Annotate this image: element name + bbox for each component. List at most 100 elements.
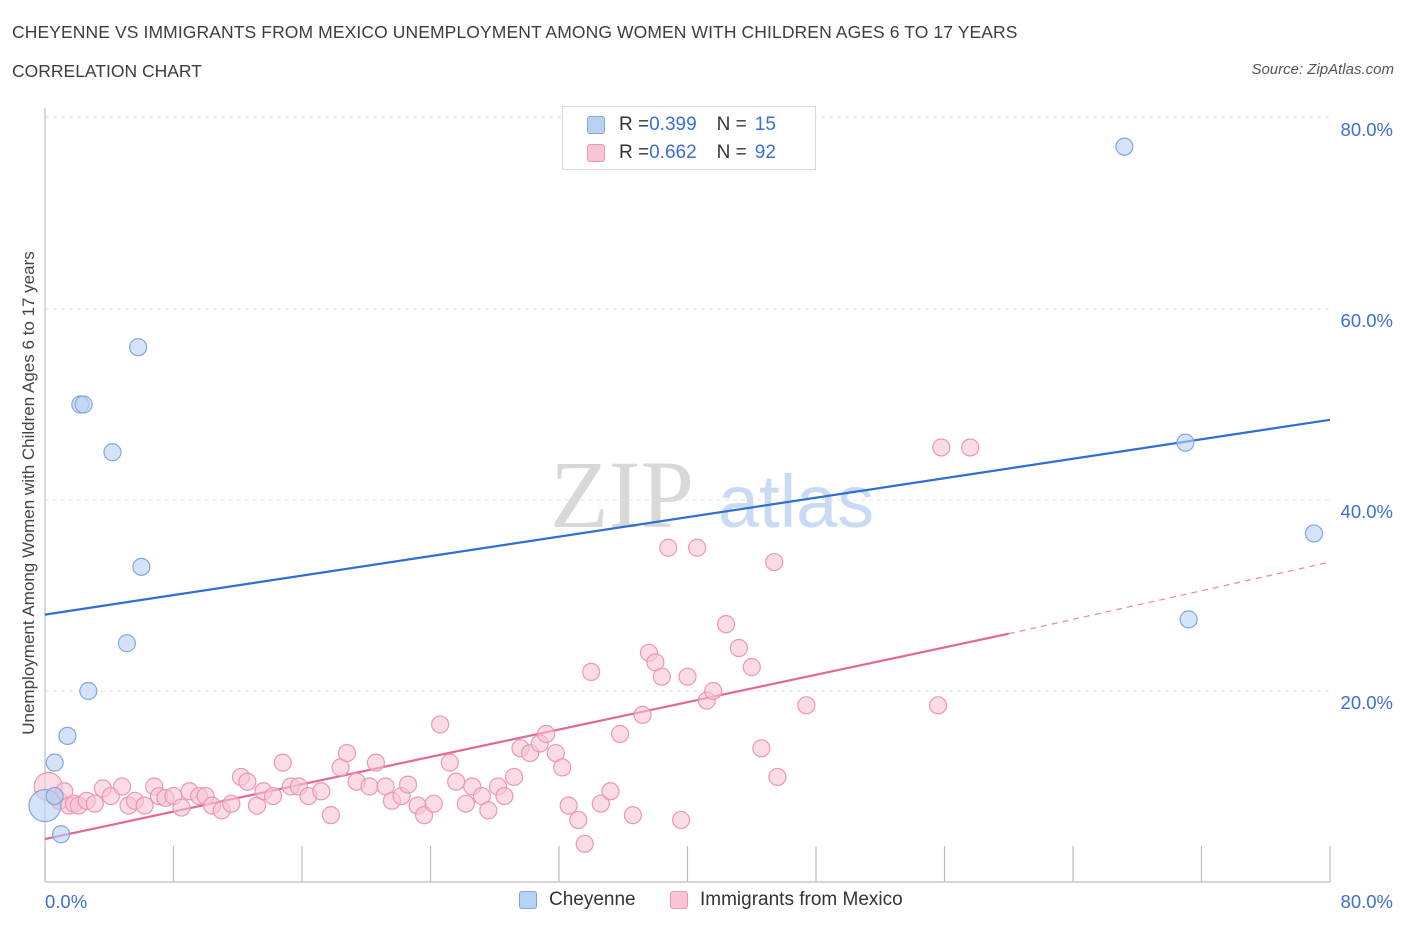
point-mexico bbox=[623, 806, 642, 825]
point-cheyenne bbox=[51, 825, 71, 844]
n-label: N = bbox=[716, 142, 747, 163]
point-mexico bbox=[273, 753, 292, 772]
point-cheyenne bbox=[1179, 610, 1198, 629]
point-mexico bbox=[440, 753, 459, 772]
point-mexico bbox=[553, 758, 572, 777]
point-mexico bbox=[797, 696, 816, 715]
point-mexico bbox=[537, 724, 556, 744]
data-points bbox=[28, 137, 1324, 853]
x-tick-label: 80.0% bbox=[1341, 891, 1393, 912]
point-mexico bbox=[85, 794, 104, 813]
point-mexico bbox=[360, 777, 379, 796]
point-mexico bbox=[575, 834, 594, 853]
trend-line-cheyenne bbox=[44, 418, 1331, 616]
point-mexico bbox=[456, 794, 475, 813]
point-mexico bbox=[768, 767, 787, 787]
point-mexico bbox=[447, 772, 466, 791]
chart-subtitle: CORRELATION CHART bbox=[12, 61, 202, 81]
n-label: N = bbox=[716, 114, 747, 135]
point-mexico bbox=[172, 798, 191, 817]
point-mexico bbox=[366, 753, 385, 772]
point-mexico bbox=[932, 438, 951, 457]
y-tick-label: 60.0% bbox=[1341, 310, 1393, 331]
point-mexico bbox=[312, 782, 331, 801]
gridlines bbox=[45, 115, 1330, 692]
r-value: 0.662 bbox=[649, 142, 697, 163]
point-mexico bbox=[652, 667, 671, 686]
point-mexico bbox=[688, 538, 707, 557]
watermark: ZIP atlas bbox=[550, 441, 874, 548]
point-cheyenne bbox=[117, 634, 137, 653]
point-mexico bbox=[678, 667, 697, 686]
point-mexico bbox=[495, 786, 514, 806]
point-mexico bbox=[961, 438, 980, 457]
n-value: 15 bbox=[754, 114, 776, 135]
point-cheyenne bbox=[45, 753, 64, 772]
point-cheyenne bbox=[74, 395, 93, 414]
point-cheyenne bbox=[132, 557, 151, 576]
point-mexico bbox=[610, 724, 630, 744]
y-tick-label: 80.0% bbox=[1341, 119, 1393, 140]
series-legend: Cheyenne Immigrants from Mexico bbox=[0, 889, 1406, 915]
y-axis-label: Unemployment Among Women with Children A… bbox=[19, 251, 38, 735]
point-cheyenne bbox=[129, 338, 148, 357]
point-mexico bbox=[337, 743, 357, 763]
point-cheyenne bbox=[1115, 137, 1134, 156]
x-tick-label: 0.0% bbox=[45, 891, 87, 912]
chart-title: CHEYENNE VS IMMIGRANTS FROM MEXICO UNEMP… bbox=[12, 22, 1018, 42]
cheyenne-swatch bbox=[587, 116, 605, 134]
trend-extension-mexico bbox=[1008, 561, 1331, 635]
point-mexico bbox=[504, 767, 524, 787]
point-mexico bbox=[398, 775, 418, 794]
point-mexico bbox=[112, 777, 132, 796]
point-mexico bbox=[479, 801, 498, 820]
point-mexico bbox=[424, 794, 443, 813]
point-mexico bbox=[582, 662, 601, 682]
legend-item-cheyenne[interactable]: Cheyenne bbox=[519, 889, 636, 911]
point-mexico bbox=[591, 794, 610, 813]
point-cheyenne bbox=[103, 443, 122, 462]
y-tick-label: 40.0% bbox=[1341, 501, 1393, 522]
tick-labels: 20.0% 40.0% 60.0% 80.0% 0.0% 80.0% bbox=[45, 119, 1393, 912]
point-mexico bbox=[704, 681, 723, 701]
axes bbox=[44, 108, 1331, 883]
mexico-swatch bbox=[670, 891, 688, 909]
point-mexico bbox=[559, 796, 578, 815]
r-label: R = bbox=[619, 114, 650, 135]
point-mexico bbox=[263, 786, 283, 806]
legend-item-mexico[interactable]: Immigrants from Mexico bbox=[670, 889, 903, 911]
r-label: R = bbox=[619, 142, 650, 163]
point-mexico bbox=[765, 552, 784, 572]
point-cheyenne bbox=[1304, 524, 1324, 543]
point-mexico bbox=[321, 806, 341, 825]
cheyenne-swatch bbox=[519, 891, 537, 909]
point-mexico bbox=[742, 658, 761, 677]
point-mexico bbox=[569, 810, 588, 830]
point-mexico bbox=[729, 638, 749, 658]
source-label: Source: ZipAtlas.com bbox=[1251, 61, 1394, 78]
point-cheyenne bbox=[45, 786, 64, 806]
r-value: 0.399 bbox=[649, 114, 697, 135]
point-mexico bbox=[222, 794, 241, 813]
point-mexico bbox=[135, 796, 154, 815]
point-mexico bbox=[431, 715, 450, 734]
point-cheyenne bbox=[58, 726, 77, 745]
point-mexico bbox=[928, 696, 948, 715]
point-mexico bbox=[752, 739, 771, 758]
n-value: 92 bbox=[754, 142, 776, 163]
point-mexico bbox=[659, 538, 678, 557]
legend-label-mexico: Immigrants from Mexico bbox=[700, 889, 903, 910]
point-mexico bbox=[671, 810, 691, 830]
point-mexico bbox=[716, 615, 736, 634]
mexico-swatch bbox=[587, 144, 605, 162]
point-mexico bbox=[633, 705, 652, 724]
legend-label-cheyenne: Cheyenne bbox=[549, 889, 636, 910]
point-cheyenne bbox=[1176, 433, 1195, 452]
legend-row-mexico: R = 0.662 N = 92 bbox=[587, 141, 776, 165]
watermark-zip: ZIP bbox=[550, 441, 694, 548]
point-mexico bbox=[601, 782, 620, 801]
legend-row-cheyenne: R = 0.399 N = 15 bbox=[587, 113, 776, 137]
point-mexico bbox=[238, 772, 257, 791]
point-cheyenne bbox=[79, 681, 98, 701]
y-tick-label: 20.0% bbox=[1341, 692, 1393, 713]
